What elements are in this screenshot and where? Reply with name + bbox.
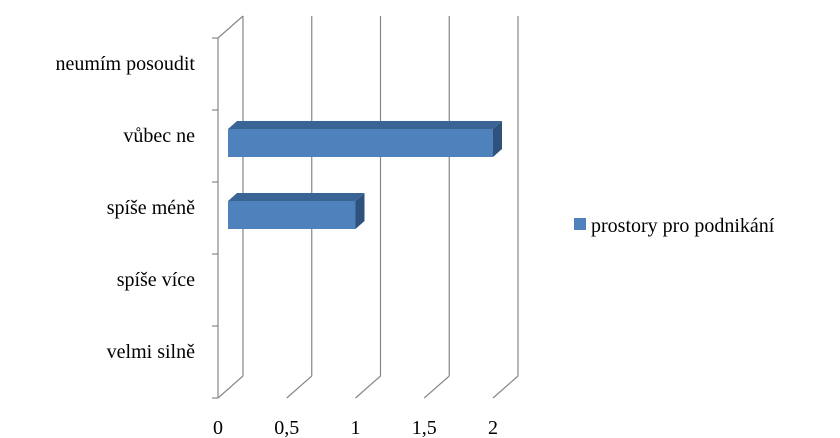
- bar-top: [228, 193, 365, 201]
- category-label: velmi silně: [107, 341, 195, 363]
- bar-top: [228, 121, 502, 129]
- chart-walls: [217, 15, 244, 39]
- floor-gridline: [492, 375, 519, 399]
- x-tick-label: 2: [488, 417, 498, 438]
- floor-gridline: [217, 375, 244, 399]
- x-tick-label: 1,5: [412, 417, 437, 438]
- bar: [228, 193, 365, 229]
- x-tick-label: 1: [351, 417, 361, 438]
- category-labels: velmi silně spíše více spíše méně vůbec ne n…: [56, 53, 196, 363]
- category-label: vůbec ne: [123, 125, 195, 147]
- category-label: spíše méně: [107, 197, 195, 219]
- legend-label: prostory pro podnikání: [591, 215, 775, 237]
- bars: [228, 121, 502, 229]
- bar-side: [493, 121, 502, 157]
- bar-front: [228, 201, 356, 229]
- floor-gridline: [423, 375, 450, 399]
- tick-labels: 0 0,5 1 1,5 2: [213, 417, 498, 438]
- bar-front: [228, 129, 493, 157]
- bar: [228, 121, 502, 157]
- x-tick-label: 0: [213, 417, 223, 438]
- legend-swatch: [574, 218, 586, 230]
- category-label: neumím posoudit: [56, 53, 196, 75]
- axes: [212, 37, 219, 399]
- x-tick-label: 0,5: [274, 417, 299, 438]
- wall-top-edge: [217, 15, 244, 39]
- floor-gridline: [286, 375, 313, 399]
- legend: prostory pro podnikání: [574, 215, 775, 237]
- bar-side: [355, 193, 365, 229]
- floor-gridline: [355, 375, 381, 399]
- category-label: spíše více: [117, 269, 195, 291]
